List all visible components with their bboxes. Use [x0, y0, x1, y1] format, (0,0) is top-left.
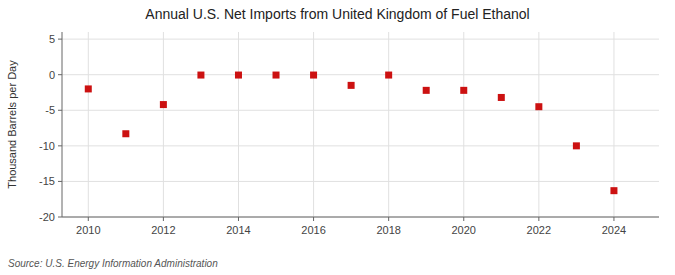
chart-svg: Annual U.S. Net Imports from United King…: [0, 0, 675, 275]
y-tick: [58, 110, 62, 111]
y-tick: [58, 74, 62, 75]
point: [573, 142, 580, 149]
x-tick: [238, 217, 239, 221]
y-tick-label: -10: [39, 140, 55, 152]
grid-line-x: [88, 32, 89, 217]
point: [160, 101, 167, 108]
y-tick: [58, 39, 62, 40]
y-tick-label: -5: [45, 104, 55, 116]
x-tick: [388, 217, 389, 221]
y-axis-label: Thousand Barrels per Day: [6, 60, 18, 189]
y-tick: [58, 217, 62, 218]
x-tick-label: 2024: [602, 224, 626, 236]
x-tick: [88, 217, 89, 221]
y-axis-line: [62, 32, 63, 217]
x-tick-label: 2020: [452, 224, 476, 236]
point: [348, 82, 355, 89]
grid-line-x: [163, 32, 164, 217]
grid-line-y: [62, 39, 659, 40]
x-tick: [463, 217, 464, 221]
grid: [62, 32, 659, 217]
point: [85, 85, 92, 92]
marks: [85, 72, 618, 195]
x-tick: [613, 217, 614, 221]
x-tick: [538, 217, 539, 221]
y-tick-label: -20: [39, 211, 55, 223]
x-tick-label: 2022: [527, 224, 551, 236]
grid-line-y: [62, 181, 659, 182]
grid-line-x: [463, 32, 464, 217]
annotation: Source: U.S. Energy Information Administ…: [8, 258, 218, 269]
point: [610, 187, 617, 194]
x-axis-line: [62, 217, 659, 218]
point: [498, 94, 505, 101]
point: [535, 103, 542, 110]
y-tick-label: 5: [49, 33, 55, 45]
grid-line-y: [62, 110, 659, 111]
grid-line-x: [388, 32, 389, 217]
point: [273, 72, 280, 79]
x-tick-label: 2014: [226, 224, 250, 236]
grid-line-x: [538, 32, 539, 217]
chart-container: Annual U.S. Net Imports from United King…: [0, 0, 675, 275]
title: Annual U.S. Net Imports from United King…: [145, 6, 529, 22]
y-tick-label: 0: [49, 69, 55, 81]
grid-line-x: [238, 32, 239, 217]
x-tick: [313, 217, 314, 221]
point: [197, 72, 204, 79]
point: [460, 87, 467, 94]
grid-line-y: [62, 74, 659, 75]
point: [235, 72, 242, 79]
point: [122, 130, 129, 137]
x-tick-label: 2016: [301, 224, 325, 236]
axes: 2010 2012 2014 2016 2018 2020 2022 2024 -20 -15 -1…: [39, 32, 659, 236]
x-tick: [163, 217, 164, 221]
point: [310, 72, 317, 79]
grid-line-y: [62, 217, 659, 218]
x-tick-label: 2018: [376, 224, 400, 236]
y-tick: [58, 181, 62, 182]
x-tick-label: 2010: [76, 224, 100, 236]
x-tick-label: 2012: [151, 224, 175, 236]
y-tick: [58, 145, 62, 146]
grid-line-x: [313, 32, 314, 217]
point: [423, 87, 430, 94]
grid-line-y: [62, 145, 659, 146]
point: [385, 72, 392, 79]
y-tick-label: -15: [39, 175, 55, 187]
